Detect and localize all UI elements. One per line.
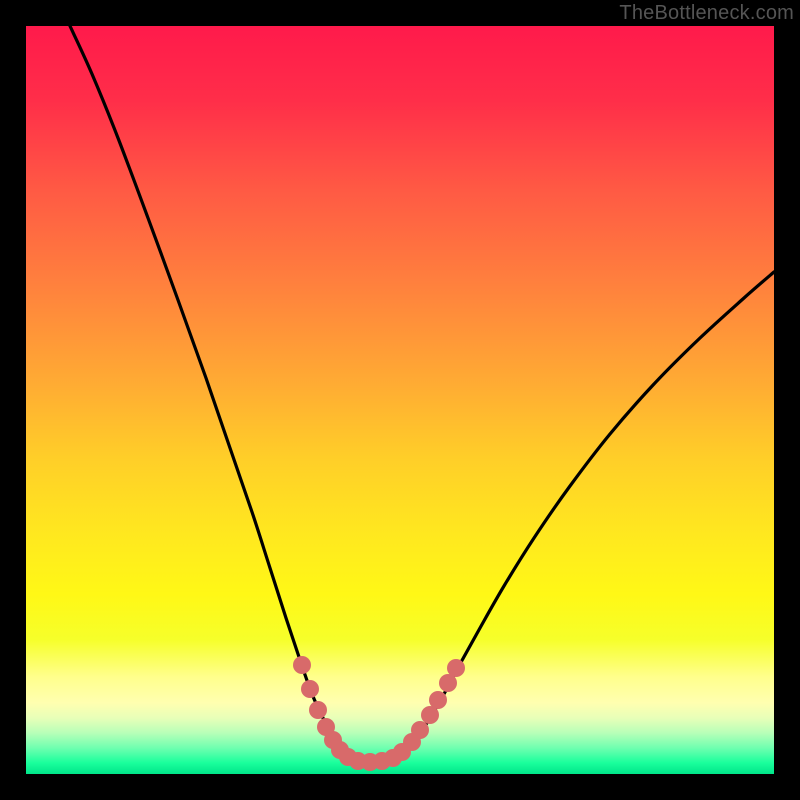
plot-background [26, 26, 774, 774]
curve-marker [429, 691, 447, 709]
curve-marker [301, 680, 319, 698]
chart-container: TheBottleneck.com [0, 0, 800, 800]
curve-marker [411, 721, 429, 739]
curve-marker [309, 701, 327, 719]
curve-marker [293, 656, 311, 674]
curve-marker [447, 659, 465, 677]
bottleneck-chart-svg [0, 0, 800, 800]
watermark-text: TheBottleneck.com [619, 2, 794, 25]
